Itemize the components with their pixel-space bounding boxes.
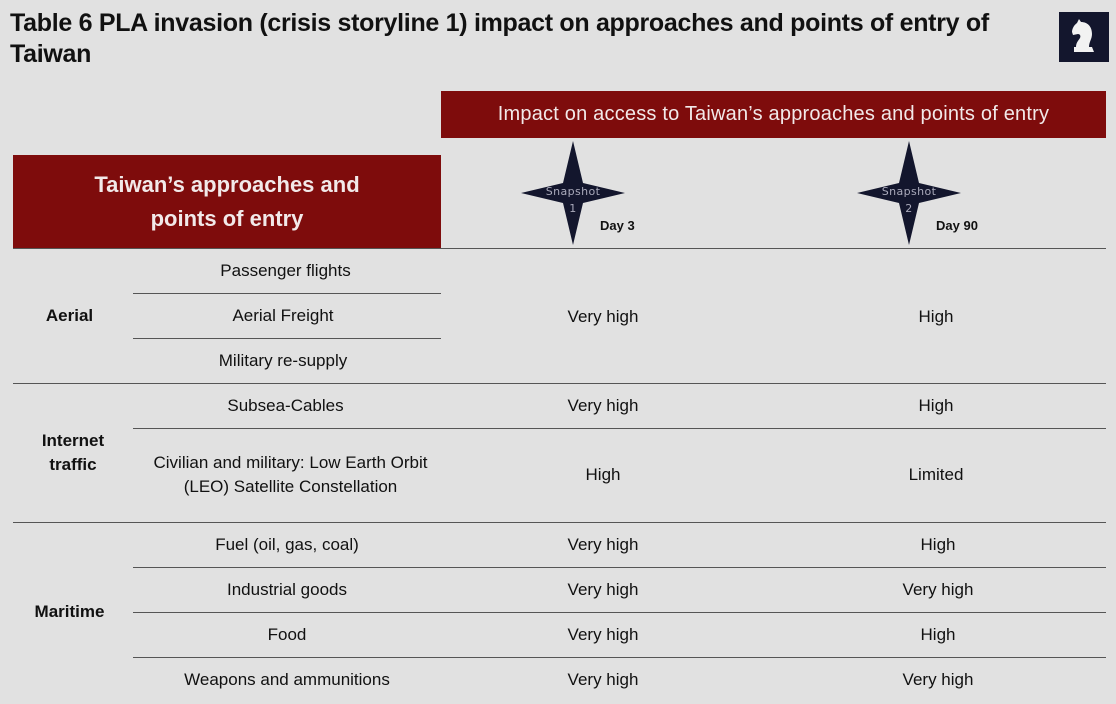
snapshot-1-marker: Snapshot 1 [521, 141, 625, 245]
row-divider [133, 567, 1106, 568]
row-subsea-cables: Subsea-Cables [227, 395, 344, 415]
snapshot-2-number: 2 [905, 202, 913, 215]
left-header: Taiwan’s approaches and points of entry [13, 155, 441, 248]
row-weapons: Weapons and ammunitions [184, 669, 390, 689]
row-leo-constellation: Civilian and military: Low Earth Orbit (… [153, 453, 428, 496]
value-fuel-day3: Very high [567, 534, 639, 554]
section-divider [13, 522, 1106, 523]
impact-header: Impact on access to Taiwan’s approaches … [441, 91, 1106, 138]
section-divider [13, 383, 1106, 384]
header-divider [13, 248, 1106, 249]
category-maritime: Maritime [34, 602, 105, 621]
value-industrial-day90: Very high [902, 579, 974, 599]
value-aerial-day3: Very high [567, 306, 639, 326]
row-military-resupply: Military re-supply [218, 350, 348, 370]
snapshot-1-label: Snapshot [545, 185, 601, 198]
page-title: Table 6 PLA invasion (crisis storyline 1… [10, 9, 989, 68]
knight-logo-icon [1072, 19, 1094, 52]
value-fuel-day90: High [920, 534, 956, 554]
value-industrial-day3: Very high [567, 579, 639, 599]
value-leo-day3: High [585, 465, 621, 484]
row-aerial-freight: Aerial Freight [232, 305, 334, 325]
day-3-label: Day 3 [600, 218, 635, 233]
row-fuel: Fuel (oil, gas, coal) [215, 534, 359, 554]
day-90-label: Day 90 [936, 218, 978, 233]
value-leo-day90: Limited [908, 465, 964, 484]
row-divider [133, 293, 441, 294]
row-divider [133, 338, 441, 339]
value-aerial-day90: High [918, 306, 954, 326]
row-food: Food [267, 624, 307, 644]
value-weapons-day90: Very high [902, 669, 974, 689]
value-food-day3: Very high [567, 624, 639, 644]
row-divider [133, 657, 1106, 658]
snapshot-2-label: Snapshot [881, 185, 937, 198]
row-passenger-flights: Passenger flights [220, 260, 351, 280]
row-industrial-goods: Industrial goods [226, 579, 348, 599]
snapshot-1-number: 1 [569, 202, 577, 215]
value-weapons-day3: Very high [567, 669, 639, 689]
left-header-label: Taiwan’s approaches and points of entry [94, 171, 360, 231]
logo [1059, 12, 1109, 62]
snapshot-2-marker: Snapshot 2 [857, 141, 961, 245]
four-point-star-icon [857, 141, 961, 245]
value-subsea-day90: High [918, 395, 954, 415]
category-aerial: Aerial [45, 306, 94, 325]
category-internet-traffic: Internet traffic [41, 431, 105, 474]
row-divider [133, 612, 1106, 613]
row-divider [133, 428, 1106, 429]
value-food-day90: High [920, 624, 956, 644]
four-point-star-icon [521, 141, 625, 245]
value-subsea-day3: Very high [567, 395, 639, 415]
